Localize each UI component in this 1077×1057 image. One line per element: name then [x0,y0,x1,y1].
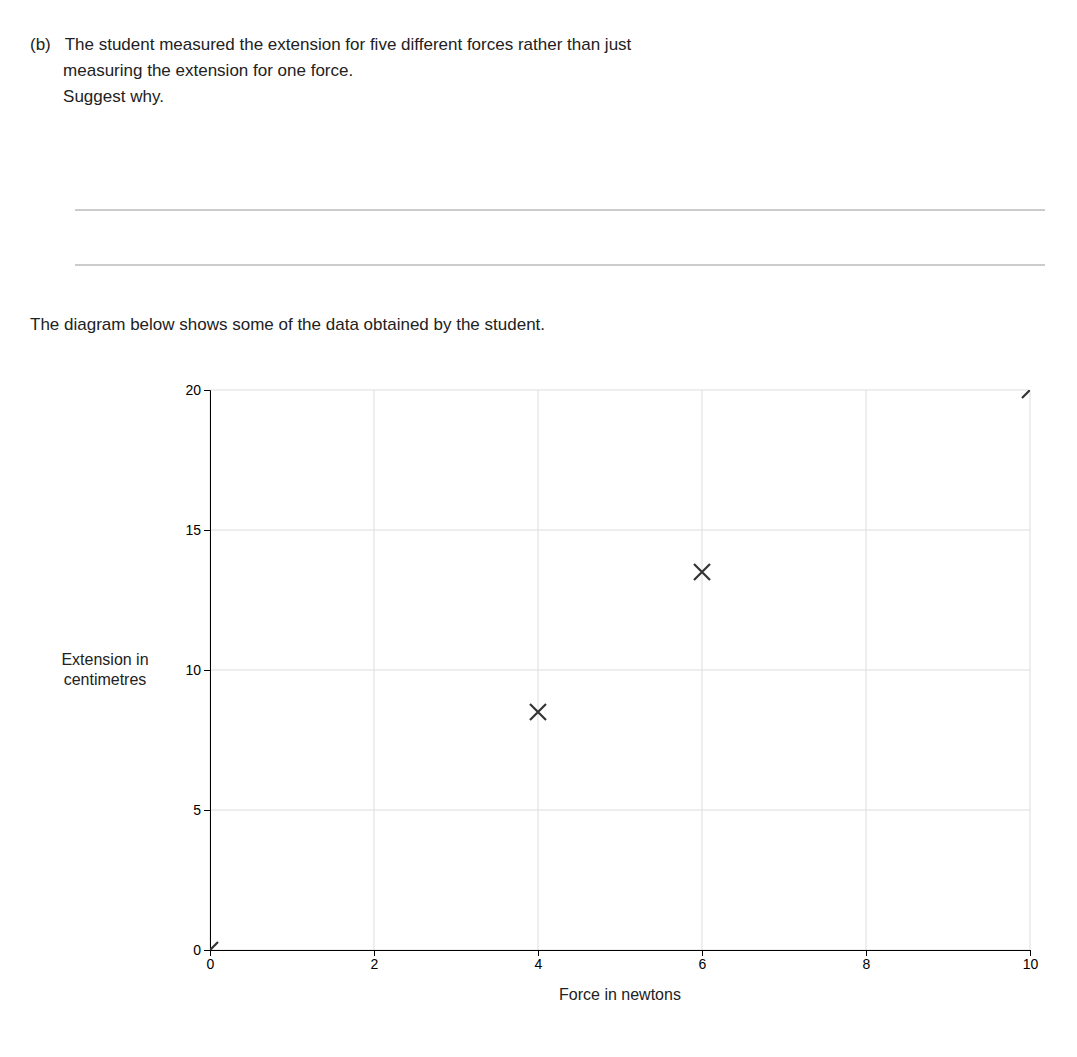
y-tick-label: 0 [193,942,201,958]
x-tick: 8 [863,950,871,972]
x-tick-label: 10 [1023,956,1039,972]
title-line: measuring the extension for one force. [30,61,353,80]
point [530,704,546,720]
title-line: Suggest why. [30,87,164,106]
x-tick: 2 [371,950,379,972]
plot: 0 2 4 6 8 10 0 5 10 15 20 [185,382,1038,972]
grid-line-y [210,810,1030,811]
y-axis: 0 5 10 15 20 [185,382,210,958]
x-tick-label: 8 [863,956,871,972]
point [694,564,710,580]
y-tick-label: 10 [185,662,201,678]
x-tick-label: 2 [371,956,379,972]
x-tick: 10 [1023,950,1039,972]
x-tick-label: 0 [207,956,215,972]
x-axis-label: Force in newtons [559,986,681,1003]
grid-line-y [210,530,1030,531]
y-tick: 5 [193,802,210,818]
title-line: (b) The student measured the extension f… [30,35,632,54]
subtitle: The diagram below shows some of the data… [30,315,545,334]
points [210,390,1030,950]
x-tick: 4 [535,950,543,972]
y-tick: 0 [193,942,210,958]
y-tick-label: 5 [193,802,201,818]
y-axis-label-line: centimetres [64,671,147,688]
grid [210,390,1030,950]
chart-root: (b) The student measured the extension f… [0,0,1077,1057]
answer-line [75,265,1045,266]
y-tick: 15 [185,522,210,538]
y-tick-label: 15 [185,522,201,538]
y-axis-line [204,391,211,951]
y-tick-mark [204,810,210,811]
x-axis-line [211,951,1031,957]
y-tick: 10 [185,662,210,678]
x-tick-label: 4 [535,956,543,972]
grid-line-y [210,670,1030,671]
title: (b) The student measured the extension f… [30,35,632,106]
point [210,942,218,950]
x-tick-label: 6 [699,956,707,972]
x-axis: 0 2 4 6 8 10 [207,950,1039,972]
y-tick-mark [204,670,210,671]
answer-line [75,210,1045,211]
x-tick: 6 [699,950,707,972]
y-axis-label-line: Extension in [61,651,148,668]
x-tick: 0 [207,950,215,972]
y-tick-mark [204,950,210,951]
point [1022,390,1030,398]
grid-line-y [210,390,1030,391]
y-tick-mark [204,390,210,391]
y-axis-label: Extension in centimetres [61,651,148,688]
y-tick-label: 20 [185,382,201,398]
y-tick-mark [204,530,210,531]
y-tick: 20 [185,382,210,398]
